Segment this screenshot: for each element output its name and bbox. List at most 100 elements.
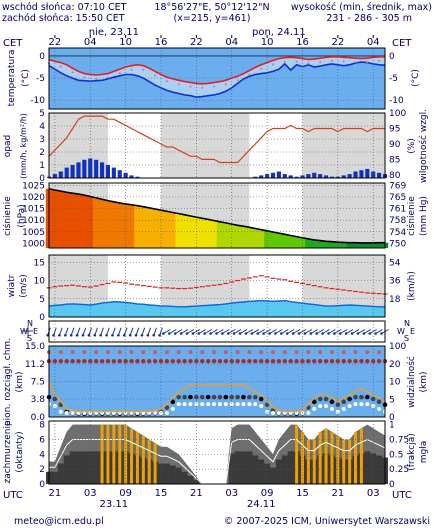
wind-arrow bbox=[286, 329, 295, 334]
pressure-bar bbox=[81, 195, 88, 248]
cloud-top-dot bbox=[188, 358, 193, 364]
wind-kmh-tick: 18 bbox=[389, 295, 401, 305]
cover-tick: 8 bbox=[39, 421, 45, 431]
low-cloud-dot bbox=[182, 394, 187, 400]
wind-arrow-head bbox=[75, 333, 79, 337]
pressure-bar bbox=[128, 204, 135, 248]
wind-arrow-head bbox=[244, 332, 248, 335]
fog-bar bbox=[359, 428, 363, 484]
cloud-mid-dot bbox=[141, 350, 146, 355]
fog-dot bbox=[318, 404, 323, 409]
visibility-axis-unit: (km) bbox=[419, 371, 429, 392]
low-cloud-block bbox=[246, 451, 253, 484]
fog-bar bbox=[141, 435, 145, 484]
wind-arrow-head bbox=[209, 332, 212, 335]
wind-arrow-head bbox=[185, 332, 189, 335]
timezone-label-left: CET bbox=[3, 38, 23, 49]
hour-tick-label: 16 bbox=[296, 37, 309, 48]
fog-dot bbox=[58, 409, 63, 414]
wind-arrow bbox=[245, 329, 254, 334]
wind-arrow-head bbox=[321, 332, 324, 335]
wind-arrow-head bbox=[117, 333, 120, 337]
pressure-bar bbox=[240, 226, 247, 248]
precip-bar bbox=[259, 175, 264, 178]
temp-dot bbox=[236, 79, 239, 82]
hour-tick-label: 21 bbox=[190, 488, 203, 499]
wind-tick: 0 bbox=[39, 313, 45, 323]
wind-arrow bbox=[357, 329, 366, 334]
cloud-mid-dot bbox=[329, 350, 334, 355]
precip-bar bbox=[88, 158, 93, 178]
wind-arrow-head bbox=[46, 333, 49, 337]
wind-arrow-head bbox=[250, 332, 254, 335]
low-cloud-block bbox=[181, 471, 188, 484]
fog-bar bbox=[318, 432, 322, 484]
precip-bar bbox=[135, 176, 140, 178]
cloud-top-dot bbox=[329, 358, 335, 364]
cloud-mid-dot bbox=[105, 350, 110, 355]
precip-axis-unit: (mm/h, kg/m²/h) bbox=[19, 113, 28, 179]
plot-frame bbox=[48, 254, 386, 318]
fog-bar bbox=[336, 435, 340, 484]
pressure-bar bbox=[263, 230, 271, 248]
precip-bar bbox=[123, 172, 128, 178]
low-cloud-dot bbox=[359, 394, 364, 400]
precip-bar bbox=[276, 171, 281, 178]
fog-bar bbox=[300, 432, 304, 484]
pressure-tick: 1010 bbox=[22, 216, 45, 226]
cloud-height-tick: 15.0 bbox=[25, 342, 45, 352]
precip-bar bbox=[365, 168, 370, 178]
temp-dot bbox=[260, 67, 263, 70]
pressure-tick: 1015 bbox=[22, 205, 45, 215]
hour-tick-label: 09 bbox=[261, 488, 274, 499]
wind-arrow bbox=[281, 329, 289, 334]
low-cloud-dot bbox=[188, 394, 193, 400]
cloud-top-dot bbox=[135, 358, 140, 364]
temp-dot bbox=[378, 59, 381, 62]
fog-bar bbox=[130, 428, 134, 484]
cloud-mid-dot bbox=[259, 350, 264, 355]
cloud-top-dot bbox=[270, 358, 276, 364]
fog-dot bbox=[153, 411, 158, 415]
pressure-bar bbox=[98, 199, 106, 248]
fog-dot bbox=[271, 411, 275, 415]
pressure-bar bbox=[287, 235, 294, 248]
low-cloud-dot bbox=[323, 396, 329, 402]
pressure-bar bbox=[293, 236, 300, 248]
low-cloud-block bbox=[275, 459, 282, 484]
wind-arrow bbox=[174, 329, 183, 334]
fog-dot bbox=[70, 411, 75, 415]
precip-bar bbox=[306, 174, 311, 178]
pressure-mmhg-tick: 758 bbox=[389, 216, 406, 226]
fog-dot bbox=[341, 406, 346, 411]
humidity-tick: 95 bbox=[389, 124, 400, 134]
fog-dot bbox=[359, 402, 364, 407]
temp-dot bbox=[154, 74, 157, 77]
visibility-axis-title: widzialność bbox=[406, 356, 417, 408]
temp-dot bbox=[319, 61, 322, 64]
cloud-mid-dot bbox=[188, 350, 193, 355]
fog-dot bbox=[206, 402, 211, 407]
wind-arrow bbox=[123, 327, 128, 336]
timezone-label-left: UTC bbox=[3, 490, 23, 501]
pressure-bar bbox=[299, 237, 306, 248]
cloud-top-dot bbox=[359, 358, 364, 364]
wind-tick: 5 bbox=[39, 295, 45, 305]
cloud-mid-dot bbox=[200, 350, 205, 355]
low-cloud-block bbox=[57, 463, 64, 484]
wind-area bbox=[49, 300, 385, 317]
cloud-mid-dot bbox=[164, 350, 169, 355]
wind-arrow bbox=[322, 329, 330, 334]
low-cloud-dot bbox=[311, 399, 317, 405]
temp-dot bbox=[201, 86, 204, 89]
low-cloud-block bbox=[175, 467, 182, 484]
low-cloud-block bbox=[228, 453, 235, 484]
sunrise-text: wschód słońca: 07:10 CET bbox=[2, 2, 127, 13]
pressure-bar bbox=[134, 205, 141, 248]
grid-text: (x=215, y=461) bbox=[174, 13, 251, 24]
temperature-tick-right: 0 bbox=[389, 52, 395, 62]
precip-bar bbox=[294, 176, 299, 178]
fog-fraction-tick: 0.75 bbox=[389, 436, 409, 446]
wind-arrow-head bbox=[191, 332, 195, 335]
